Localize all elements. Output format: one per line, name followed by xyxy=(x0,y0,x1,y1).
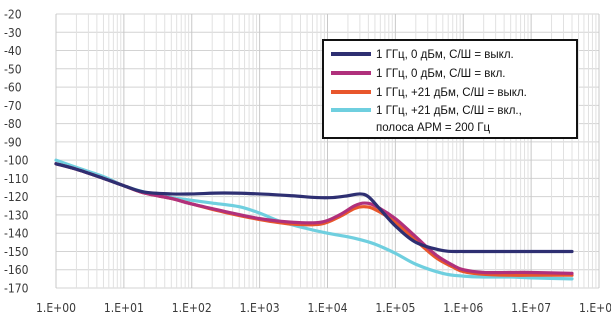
series-line-3 xyxy=(54,162,574,277)
y-tick-label: -70 xyxy=(4,99,22,113)
x-axis-ticks: 1.E+00 1.E+01 1.E+02 1.E+03 1.E+04 1.E+05 1.E+… xyxy=(36,301,611,315)
y-tick-label: -110 xyxy=(4,172,29,186)
x-tick-label: 1.E+07 xyxy=(511,301,551,315)
x-tick-label: 1.E+00 xyxy=(36,301,76,315)
legend-label-3: 1 ГГц, +21 дБм, С/Ш = выкл. xyxy=(376,87,527,99)
y-tick-label: -170 xyxy=(4,282,29,296)
y-tick-label: -90 xyxy=(4,135,22,149)
series-line-1 xyxy=(54,162,574,254)
y-tick-label: -120 xyxy=(4,190,29,204)
x-tick-label: 1.E+03 xyxy=(240,301,280,315)
legend-box xyxy=(322,39,578,139)
y-axis-ticks: -20 -30 -40 -50 -60 -70 -80 -90 -100 -110 -120 -130… xyxy=(4,8,29,296)
x-tick-label: 1.E+06 xyxy=(443,301,483,315)
y-tick-label: -160 xyxy=(4,263,29,277)
legend-label-1: 1 ГГц, 0 дБм, С/Ш = выкл. xyxy=(376,49,514,61)
y-tick-label: -30 xyxy=(4,26,22,40)
y-tick-label: -60 xyxy=(4,81,22,95)
y-tick-label: -20 xyxy=(4,8,22,22)
y-tick-label: -150 xyxy=(4,245,29,259)
series-line-2 xyxy=(54,162,574,275)
y-tick-label: -140 xyxy=(4,227,29,241)
x-tick-label: 1.E+04 xyxy=(308,301,348,315)
y-tick-label: -40 xyxy=(4,44,22,58)
legend-label-2: 1 ГГц, 0 дБм, С/Ш = вкл. xyxy=(376,68,506,80)
x-tick-label: 1.E+02 xyxy=(172,301,212,315)
series-lines xyxy=(54,158,574,281)
legend-label-4: 1 ГГц, +21 дБм, С/Ш = вкл., полоса АРМ = … xyxy=(376,105,522,134)
y-tick-label: -130 xyxy=(4,208,29,222)
y-tick-label: -80 xyxy=(4,117,22,131)
x-tick-label: 1.E+01 xyxy=(104,301,144,315)
x-tick-label: 1.E+08 xyxy=(579,301,611,315)
legend: 1 ГГц, 0 дБм, С/Ш = выкл. 1 ГГц, 0 дБм, С… xyxy=(322,39,578,139)
y-tick-label: -50 xyxy=(4,62,22,76)
y-tick-label: -100 xyxy=(4,154,29,168)
x-tick-label: 1.E+05 xyxy=(375,301,415,315)
